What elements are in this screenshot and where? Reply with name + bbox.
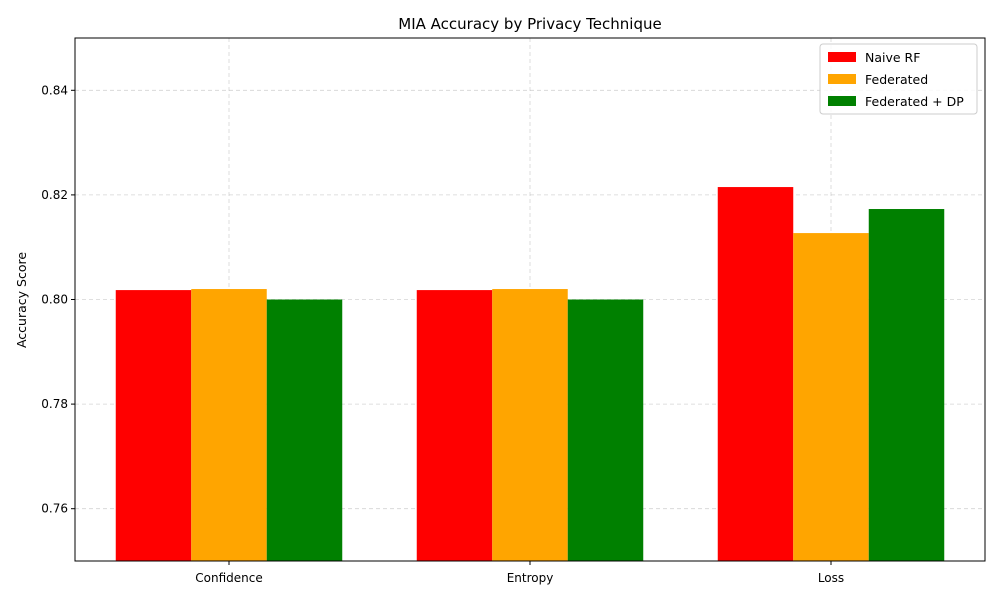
bars (115, 187, 945, 562)
y-tick-label: 0.78 (41, 397, 68, 411)
legend-label: Naive RF (865, 50, 920, 65)
bar (717, 187, 794, 561)
y-axis-title: Accuracy Score (14, 252, 29, 348)
x-tick-label: Confidence (195, 571, 262, 585)
chart-title: MIA Accuracy by Privacy Technique (398, 15, 661, 33)
y-tick-label: 0.76 (41, 502, 68, 516)
bar (416, 290, 493, 561)
legend-swatch (828, 96, 856, 106)
bar (868, 209, 945, 561)
legend-label: Federated + DP (865, 94, 964, 109)
bar (191, 289, 267, 561)
bar (492, 289, 568, 561)
legend-box (819, 43, 978, 115)
bar (567, 299, 644, 561)
legend: Naive RF Federated Federated + DP (819, 43, 978, 115)
bar (266, 299, 343, 561)
legend-swatch (828, 52, 856, 62)
y-tick-label: 0.82 (41, 188, 68, 202)
y-axis: 0.76 0.78 0.80 0.82 0.84 (41, 83, 75, 516)
y-tick-label: 0.80 (41, 293, 68, 307)
bar (793, 233, 869, 562)
x-tick-label: Entropy (507, 571, 554, 585)
y-tick-label: 0.84 (41, 83, 68, 97)
legend-swatch (828, 74, 856, 84)
legend-label: Federated (865, 72, 928, 87)
bar (115, 290, 192, 561)
x-axis: Confidence Entropy Loss (195, 561, 844, 585)
x-tick-label: Loss (818, 571, 844, 585)
